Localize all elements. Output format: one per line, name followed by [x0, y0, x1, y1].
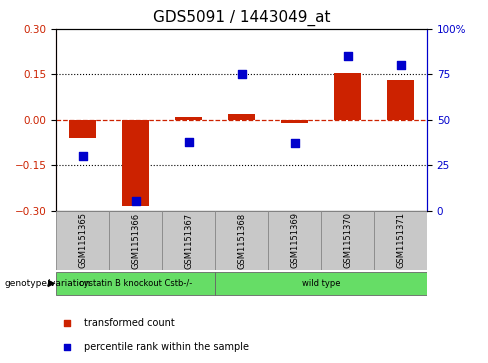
- Text: GSM1151365: GSM1151365: [78, 212, 87, 269]
- Text: wild type: wild type: [302, 279, 340, 287]
- Bar: [56, 272, 215, 295]
- Point: [79, 153, 86, 159]
- Point: [63, 320, 71, 326]
- Point: [344, 53, 351, 59]
- Bar: [268, 211, 321, 270]
- Point: [238, 72, 245, 77]
- Bar: [374, 211, 427, 270]
- Bar: [109, 211, 162, 270]
- Bar: [281, 120, 308, 123]
- Text: GSM1151368: GSM1151368: [237, 212, 246, 269]
- Point: [397, 62, 405, 68]
- Text: GSM1151366: GSM1151366: [131, 212, 140, 269]
- Text: GSM1151371: GSM1151371: [396, 212, 405, 269]
- Bar: [175, 117, 202, 120]
- Bar: [56, 211, 109, 270]
- Point: [184, 139, 192, 144]
- Point: [63, 344, 71, 350]
- Title: GDS5091 / 1443049_at: GDS5091 / 1443049_at: [153, 10, 330, 26]
- Text: cystatin B knockout Cstb-/-: cystatin B knockout Cstb-/-: [79, 279, 192, 287]
- Text: GSM1151369: GSM1151369: [290, 212, 299, 269]
- Bar: [387, 81, 414, 120]
- Text: GSM1151370: GSM1151370: [343, 212, 352, 269]
- Point: [132, 199, 140, 204]
- Text: transformed count: transformed count: [84, 318, 175, 328]
- Bar: [228, 114, 255, 120]
- Text: genotype/variation: genotype/variation: [5, 279, 91, 287]
- Text: ▶: ▶: [47, 278, 55, 288]
- Bar: [122, 120, 149, 206]
- Bar: [162, 211, 215, 270]
- Bar: [215, 211, 268, 270]
- Bar: [215, 272, 427, 295]
- Text: GSM1151367: GSM1151367: [184, 212, 193, 269]
- Point: [291, 140, 299, 146]
- Bar: [334, 73, 361, 120]
- Bar: [69, 120, 96, 138]
- Bar: [321, 211, 374, 270]
- Text: percentile rank within the sample: percentile rank within the sample: [84, 342, 249, 352]
